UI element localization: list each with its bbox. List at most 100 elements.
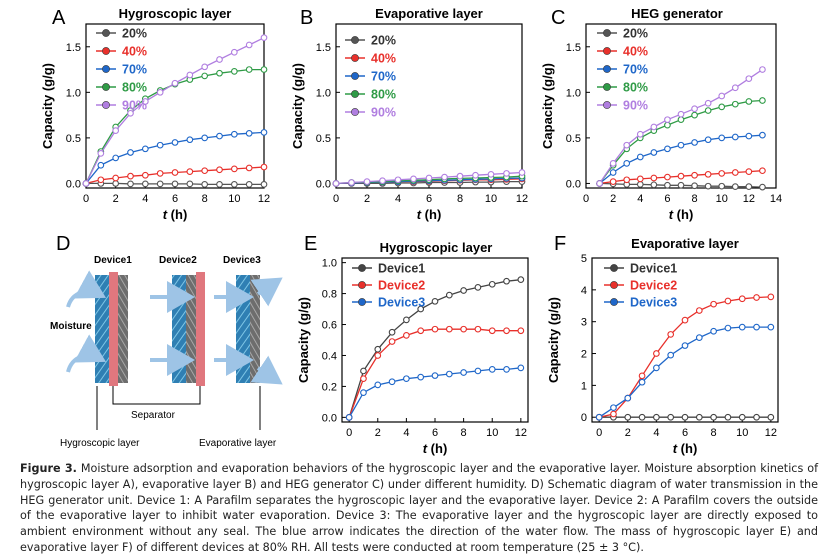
data-point xyxy=(503,366,510,373)
data-point xyxy=(186,136,194,144)
data-point xyxy=(653,364,660,372)
chart-c-title: HEG generator xyxy=(631,6,723,21)
data-point xyxy=(112,180,120,187)
data-point xyxy=(260,163,268,171)
svg-text:90%: 90% xyxy=(623,99,648,113)
series-device1 xyxy=(345,276,525,421)
data-point xyxy=(681,413,689,421)
chart-f-xtick-label: 10 xyxy=(736,427,748,439)
data-point xyxy=(425,174,433,182)
data-point xyxy=(388,378,396,386)
device1-stack xyxy=(95,272,128,386)
legend-entry-40pct: 40% xyxy=(96,45,147,59)
data-point xyxy=(636,175,644,183)
device3-arrow-bottom-out xyxy=(250,355,283,385)
data-point xyxy=(609,160,617,167)
chart-a-title: Hygroscopic layer xyxy=(119,6,232,21)
series-line xyxy=(598,326,771,418)
data-point xyxy=(417,305,425,313)
data-point xyxy=(753,413,760,421)
data-point xyxy=(394,176,402,184)
svg-text:20%: 20% xyxy=(371,34,396,48)
data-point xyxy=(112,174,120,182)
data-point xyxy=(664,181,671,189)
data-point xyxy=(201,63,209,71)
chart-b-xtick-label: 0 xyxy=(333,193,339,205)
data-point xyxy=(245,66,253,73)
data-point xyxy=(667,413,675,421)
chart-b-xtick-label: 12 xyxy=(516,193,528,205)
chart-b-xtick-label: 2 xyxy=(364,193,370,205)
series-line xyxy=(85,37,265,184)
data-point xyxy=(374,352,382,359)
schematic-d: Device1 Device2 Device3 Moisture xyxy=(50,255,283,449)
chart-f-xtick-label: 8 xyxy=(711,427,717,439)
data-point xyxy=(745,98,753,105)
device3-label: Device3 xyxy=(223,255,261,266)
panel-letter-a: A xyxy=(52,7,66,29)
data-point xyxy=(460,325,467,333)
chart-b-ytick-label: 0.5 xyxy=(316,133,331,145)
data-point xyxy=(348,179,355,186)
chart-f-ytick-label: 3 xyxy=(581,317,587,329)
data-point xyxy=(186,168,194,175)
data-point xyxy=(363,178,371,185)
data-point xyxy=(388,338,396,345)
data-point xyxy=(487,170,495,178)
series-device3 xyxy=(595,323,775,421)
data-point xyxy=(681,316,689,324)
chart-f-ylabel: Capacity (g/g) xyxy=(546,297,561,383)
data-point xyxy=(245,181,253,188)
data-point xyxy=(759,131,766,139)
data-point xyxy=(260,66,268,73)
data-point xyxy=(738,413,746,421)
chart-b-xtick-label: 10 xyxy=(485,193,497,205)
data-point xyxy=(488,280,496,288)
chart-e-xtick-label: 4 xyxy=(403,427,409,439)
data-point xyxy=(724,297,732,305)
svg-text:Device1: Device1 xyxy=(378,262,425,276)
device2-evaporative-layer xyxy=(186,275,196,383)
device2-stack xyxy=(172,272,205,386)
separator-label: Separator xyxy=(131,410,176,421)
data-point xyxy=(710,300,717,308)
chart-f-ytick-label: 1 xyxy=(581,380,587,392)
data-point xyxy=(360,389,367,396)
svg-text:90%: 90% xyxy=(122,99,147,113)
data-point xyxy=(695,413,703,421)
chart-b-xlabel: t (h) xyxy=(417,207,442,222)
data-point xyxy=(653,413,660,421)
data-point xyxy=(517,327,525,335)
data-point xyxy=(681,342,689,349)
chart-c-ylabel: Capacity (g/g) xyxy=(540,63,555,149)
moisture-arrow-bottom xyxy=(66,334,107,373)
chart-c-xtick-label: 8 xyxy=(692,193,698,205)
data-point xyxy=(638,372,646,380)
chart-f-ytick-label: 5 xyxy=(581,253,587,265)
data-point xyxy=(704,170,712,178)
data-point xyxy=(156,170,164,177)
data-point xyxy=(216,69,223,77)
data-point xyxy=(653,350,660,357)
chart-b-xtick-label: 4 xyxy=(395,193,401,205)
data-point xyxy=(623,160,631,167)
moisture-label: Moisture xyxy=(50,321,92,332)
panel-letter-d: D xyxy=(56,233,70,255)
series-90pct xyxy=(596,66,766,187)
svg-text:70%: 70% xyxy=(122,63,147,77)
chart-a-ytick-label: 0.0 xyxy=(66,178,81,190)
data-point xyxy=(503,170,510,177)
data-point xyxy=(638,413,646,421)
chart-e-xtick-label: 8 xyxy=(461,427,467,439)
chart-c-xtick-label: 2 xyxy=(610,193,616,205)
chart-f-xtick-label: 12 xyxy=(765,427,777,439)
data-point xyxy=(610,404,617,412)
data-point xyxy=(374,381,382,389)
data-point xyxy=(759,183,766,191)
legend-entry-70pct: 70% xyxy=(345,70,396,84)
data-point xyxy=(474,367,482,375)
hygroscopic-layer-label: Hygroscopic layer xyxy=(60,438,140,449)
device1-evaporative-layer xyxy=(118,275,128,383)
data-point xyxy=(201,72,209,80)
legend-entry-device3: Device3 xyxy=(352,296,425,310)
